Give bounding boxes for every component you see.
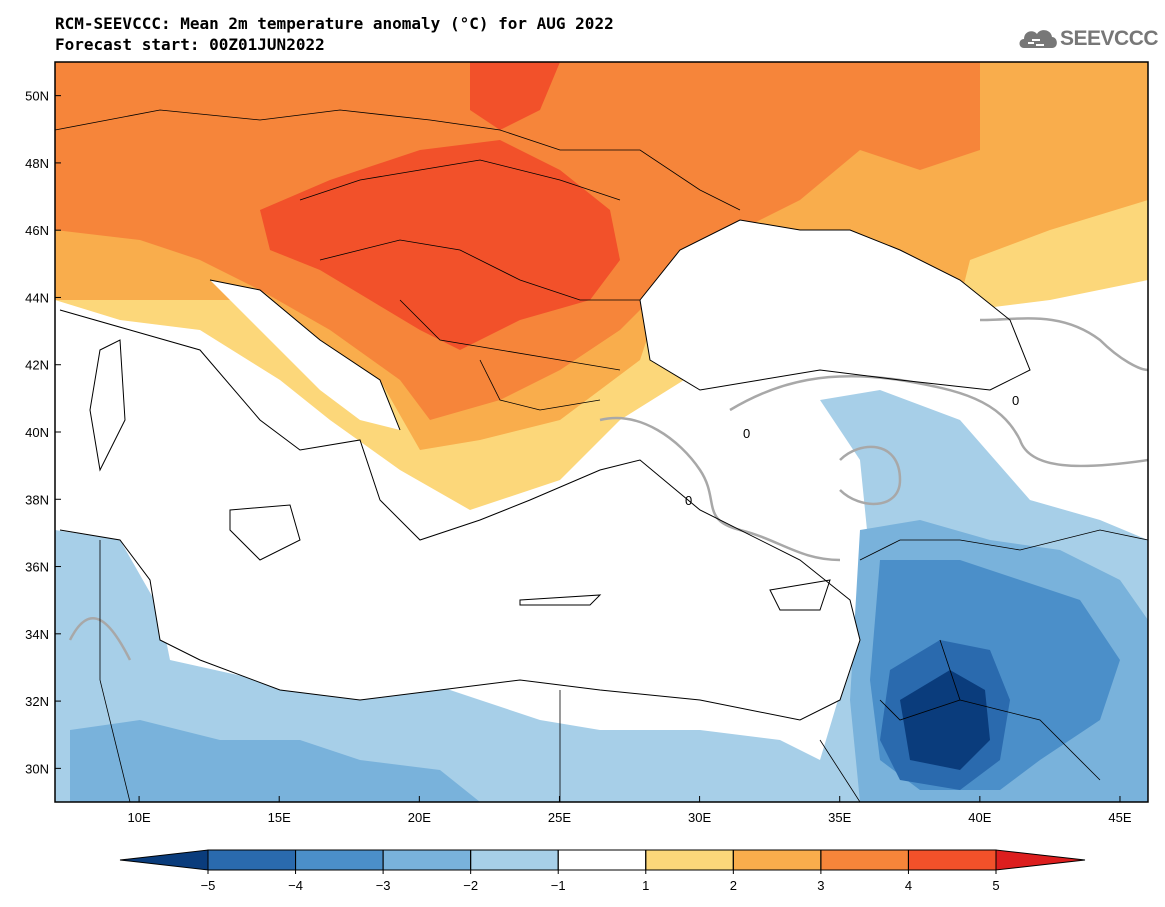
cloud-icon xyxy=(1019,30,1057,48)
lon-tick-label: 35E xyxy=(828,810,851,825)
anomaly-4-5-region-north xyxy=(470,62,560,130)
lat-tick-label: 50N xyxy=(25,89,49,104)
lon-tick-label: 25E xyxy=(548,810,571,825)
lon-tick-label: 20E xyxy=(408,810,431,825)
colorbar-segment xyxy=(382,849,472,871)
map-title: RCM-SEEVCCC: Mean 2m temperature anomaly… xyxy=(55,14,614,33)
lat-tick-label: 30N xyxy=(25,761,49,776)
mediterranean-sea xyxy=(60,310,860,720)
colorbar-label: −5 xyxy=(201,878,216,893)
contour-label: 0 xyxy=(743,426,750,441)
anomaly-minus2-minus3-region-libya xyxy=(70,720,480,802)
colorbar-segment xyxy=(645,849,734,871)
anomaly-below-minus5-region xyxy=(900,670,990,770)
lon-tick-label: 45E xyxy=(1108,810,1131,825)
lon-tick-label: 30E xyxy=(688,810,711,825)
lat-tick-label: 42N xyxy=(25,358,49,373)
logo-text: SEEVCCC xyxy=(1060,27,1159,50)
lat-tick-label: 40N xyxy=(25,425,49,440)
colorbar-segment xyxy=(732,849,822,871)
colorbar-label: 1 xyxy=(642,878,649,893)
black-sea xyxy=(640,220,1030,390)
colorbar: −5 −4 −3 −2 −1 1 2 3 4 5 xyxy=(119,849,1086,893)
colorbar-segment xyxy=(470,849,559,871)
lat-tick-label: 46N xyxy=(25,223,49,238)
anomaly-field: 0 0 0 xyxy=(55,62,1148,802)
lat-tick-label: 32N xyxy=(25,694,49,709)
colorbar-segment xyxy=(557,849,647,871)
colorbar-label: −2 xyxy=(463,878,478,893)
lat-tick-label: 48N xyxy=(25,156,49,171)
lat-tick-label: 38N xyxy=(25,492,49,507)
lon-tick-label: 15E xyxy=(268,810,291,825)
lat-tick-label: 44N xyxy=(25,290,49,305)
colorbar-label: −1 xyxy=(551,878,566,893)
country-borders xyxy=(55,109,1148,802)
lat-tick-label: 36N xyxy=(25,560,49,575)
colorbar-label: 4 xyxy=(905,878,912,893)
anomaly-4-5-region xyxy=(260,140,620,350)
map-subtitle: Forecast start: 00Z01JUN2022 xyxy=(55,35,325,54)
colorbar-segment xyxy=(207,849,297,871)
colorbar-segment xyxy=(295,849,384,871)
colorbar-label: 5 xyxy=(992,878,999,893)
zero-contours xyxy=(68,317,1148,661)
lat-tick-label: 34N xyxy=(25,627,49,642)
colorbar-segment xyxy=(995,849,1086,871)
latitude-axis: 30N 32N 34N 36N 38N 40N 42N 44N 46N 48N 50N xyxy=(25,89,61,776)
coastlines xyxy=(59,219,1031,721)
colorbar-segment xyxy=(820,849,909,871)
contour-label: 0 xyxy=(1012,393,1019,408)
colorbar-label: −4 xyxy=(288,878,303,893)
colorbar-segment xyxy=(907,849,997,871)
longitude-axis: 10E 15E 20E 25E 30E 35E 40E 45E xyxy=(128,796,1132,825)
colorbar-segment xyxy=(119,849,209,871)
colorbar-label: −3 xyxy=(376,878,391,893)
lon-tick-label: 10E xyxy=(128,810,151,825)
colorbar-label: 2 xyxy=(730,878,737,893)
lon-tick-label: 40E xyxy=(968,810,991,825)
colorbar-label: 3 xyxy=(817,878,824,893)
adriatic-sea xyxy=(210,280,400,430)
